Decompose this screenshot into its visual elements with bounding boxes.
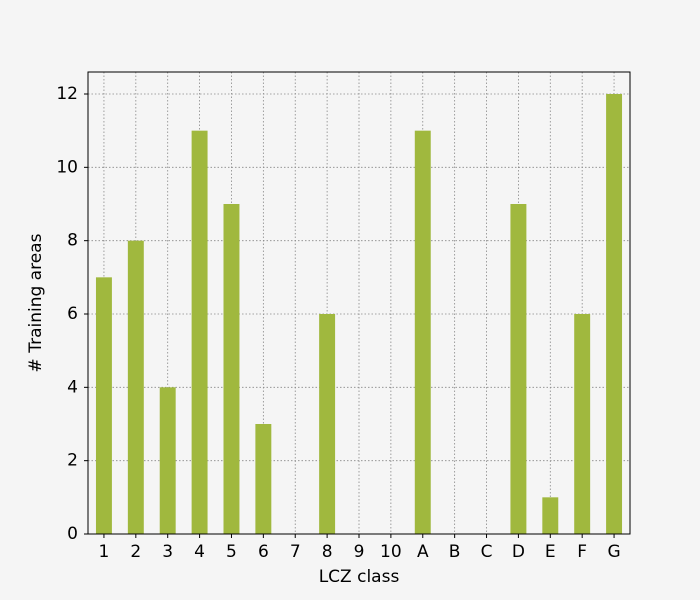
- bar: [414, 130, 431, 534]
- bar: [159, 387, 176, 534]
- y-tick-label: 0: [67, 524, 78, 544]
- x-tick-label: 3: [162, 542, 173, 562]
- bar: [223, 204, 240, 534]
- x-tick-label: A: [417, 542, 429, 562]
- x-tick-label: C: [481, 542, 493, 562]
- x-tick-label: 4: [194, 542, 205, 562]
- y-tick-label: 2: [67, 451, 78, 471]
- x-tick-label: 7: [290, 542, 301, 562]
- x-tick-label: 9: [354, 542, 365, 562]
- x-tick-label: 1: [99, 542, 110, 562]
- y-tick-label: 4: [67, 377, 78, 397]
- y-tick-label: 8: [67, 231, 78, 251]
- x-tick-label: F: [577, 542, 587, 562]
- x-tick-label: G: [607, 542, 620, 562]
- bar: [255, 424, 272, 534]
- axes-frame: [87, 71, 631, 535]
- bar: [542, 497, 559, 534]
- x-tick-label: E: [545, 542, 556, 562]
- x-tick-label: 10: [380, 542, 402, 562]
- x-tick-label: 5: [226, 542, 237, 562]
- bar: [95, 277, 112, 534]
- bar: [574, 314, 591, 534]
- x-tick-label: B: [449, 542, 461, 562]
- x-tick-label: 6: [258, 542, 269, 562]
- x-tick-label: 8: [322, 542, 333, 562]
- x-axis-label: LCZ class: [319, 567, 400, 587]
- y-tick-label: 6: [67, 304, 78, 324]
- y-tick-label: 10: [56, 157, 78, 177]
- bar: [606, 94, 623, 534]
- bar: [127, 240, 144, 534]
- bar: [510, 204, 527, 534]
- x-tick-label: D: [512, 542, 525, 562]
- y-axis-label: # Training areas: [26, 233, 46, 372]
- bar: [191, 130, 208, 534]
- y-tick-label: 12: [56, 84, 78, 104]
- bar: [319, 314, 336, 534]
- x-tick-label: 2: [130, 542, 141, 562]
